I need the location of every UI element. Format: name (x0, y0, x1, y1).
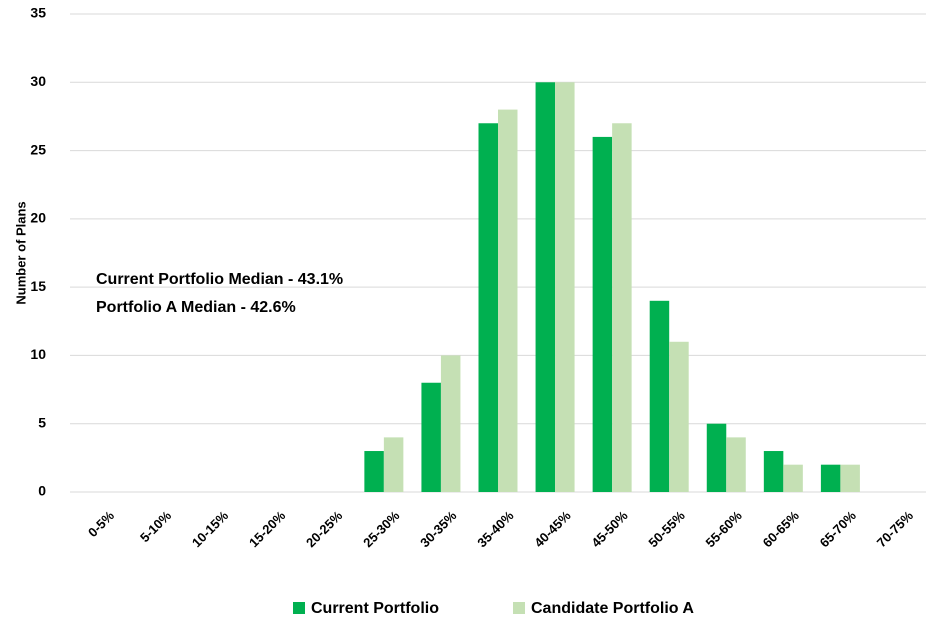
bar (421, 382, 441, 492)
x-tick-label: 50-55% (645, 508, 688, 551)
y-tick-label: 25 (30, 141, 46, 157)
legend-swatch (513, 602, 525, 614)
bar (440, 355, 461, 492)
y-tick-label: 5 (38, 414, 46, 430)
bar (478, 123, 498, 492)
legend-label: Candidate Portfolio A (531, 600, 694, 617)
x-tick-label: 20-25% (303, 508, 346, 551)
bar (783, 464, 803, 492)
x-tick-label: 60-65% (760, 508, 803, 551)
x-tick-label: 40-45% (531, 508, 574, 551)
x-tick-label: 55-60% (703, 508, 746, 551)
x-tick-label: 15-20% (246, 508, 289, 551)
bar (364, 451, 384, 492)
y-tick-label: 15 (30, 278, 46, 294)
bar (649, 300, 670, 492)
bar (820, 464, 841, 492)
y-tick-label: 20 (30, 210, 46, 226)
bar (840, 464, 860, 492)
bar (555, 82, 575, 493)
bar (669, 341, 689, 492)
x-tick-label: 45-50% (588, 508, 631, 551)
bar (383, 437, 404, 492)
x-tick-label: 70-75% (874, 508, 917, 551)
annotation: Portfolio A Median - 42.6% (96, 299, 296, 316)
x-tick-label: 30-35% (417, 508, 460, 551)
y-tick-label: 35 (30, 5, 46, 21)
bar (763, 451, 784, 492)
legend-label: Current Portfolio (311, 600, 439, 617)
legend-swatch (293, 602, 305, 614)
bar (706, 423, 727, 492)
bar (592, 136, 613, 492)
y-tick-label: 10 (30, 346, 46, 362)
y-axis-label: Number of Plans (13, 201, 28, 304)
x-tick-label: 65-70% (817, 508, 860, 551)
x-tick-label: 35-40% (474, 508, 517, 551)
y-tick-label: 30 (30, 73, 46, 89)
bar (726, 437, 746, 492)
x-tick-label: 25-30% (360, 508, 403, 551)
bar (498, 109, 518, 492)
x-tick-label: 10-15% (189, 508, 232, 551)
x-tick-label: 0-5% (85, 508, 117, 540)
bar (612, 123, 632, 492)
bar (535, 82, 556, 493)
annotation: Current Portfolio Median - 43.1% (96, 271, 343, 288)
x-tick-label: 5-10% (137, 508, 174, 545)
y-tick-label: 0 (38, 483, 46, 499)
